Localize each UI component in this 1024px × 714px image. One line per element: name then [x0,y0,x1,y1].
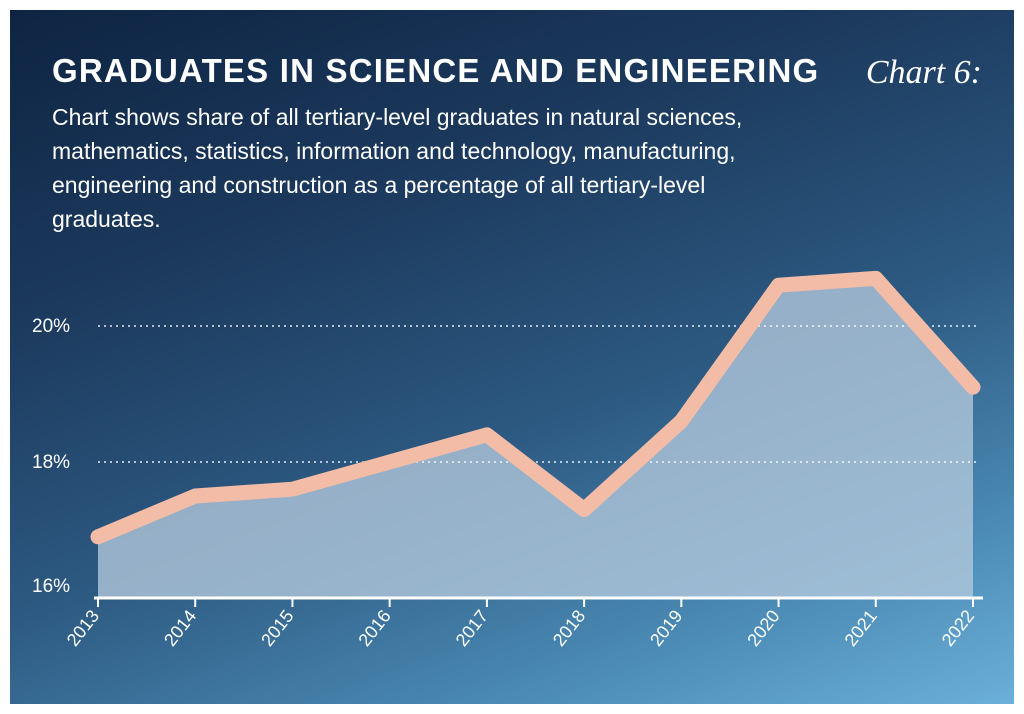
line-area-chart: 2013 2014 2015 2016 2017 2018 2019 2020 2021 2022… [32,270,983,650]
x-tick-label-2022: 2022 [938,606,978,650]
series-line [90,270,981,545]
data-point-2014 [193,494,197,498]
area-fill [98,278,973,598]
chart-card: GRADUATES IN SCIENCE AND ENGINEERING Cha… [10,10,1014,704]
x-tick-label-2015: 2015 [257,606,297,650]
chart-title: GRADUATES IN SCIENCE AND ENGINEERING [52,52,820,89]
x-tick-label-2017: 2017 [452,606,492,650]
data-point-2013 [96,535,100,539]
x-tick-label-2020: 2020 [743,606,783,650]
data-point-2020 [777,283,781,287]
chart-number: Chart 6: [865,54,982,91]
data-point-2016 [388,460,392,464]
y-tick-label-18: 18% [32,452,70,473]
data-point-2017 [485,433,489,437]
x-tick-label-2016: 2016 [354,606,394,650]
x-tick-label-2019: 2019 [646,606,686,650]
data-point-2021 [874,276,878,280]
y-tick-label-16: 16% [32,576,70,597]
y-tick-label-20: 20% [32,316,70,337]
data-point-2019 [679,419,683,423]
x-tick-label-2021: 2021 [841,606,881,650]
x-tick-label-2013: 2013 [63,606,103,650]
chart-subtitle: Chart shows share of all tertiary-level … [52,104,743,232]
data-point-2015 [290,487,294,491]
x-tick-label-2018: 2018 [549,606,589,650]
data-point-2022 [971,385,975,389]
x-tick-label-2014: 2014 [160,606,200,650]
data-point-2018 [582,508,586,512]
